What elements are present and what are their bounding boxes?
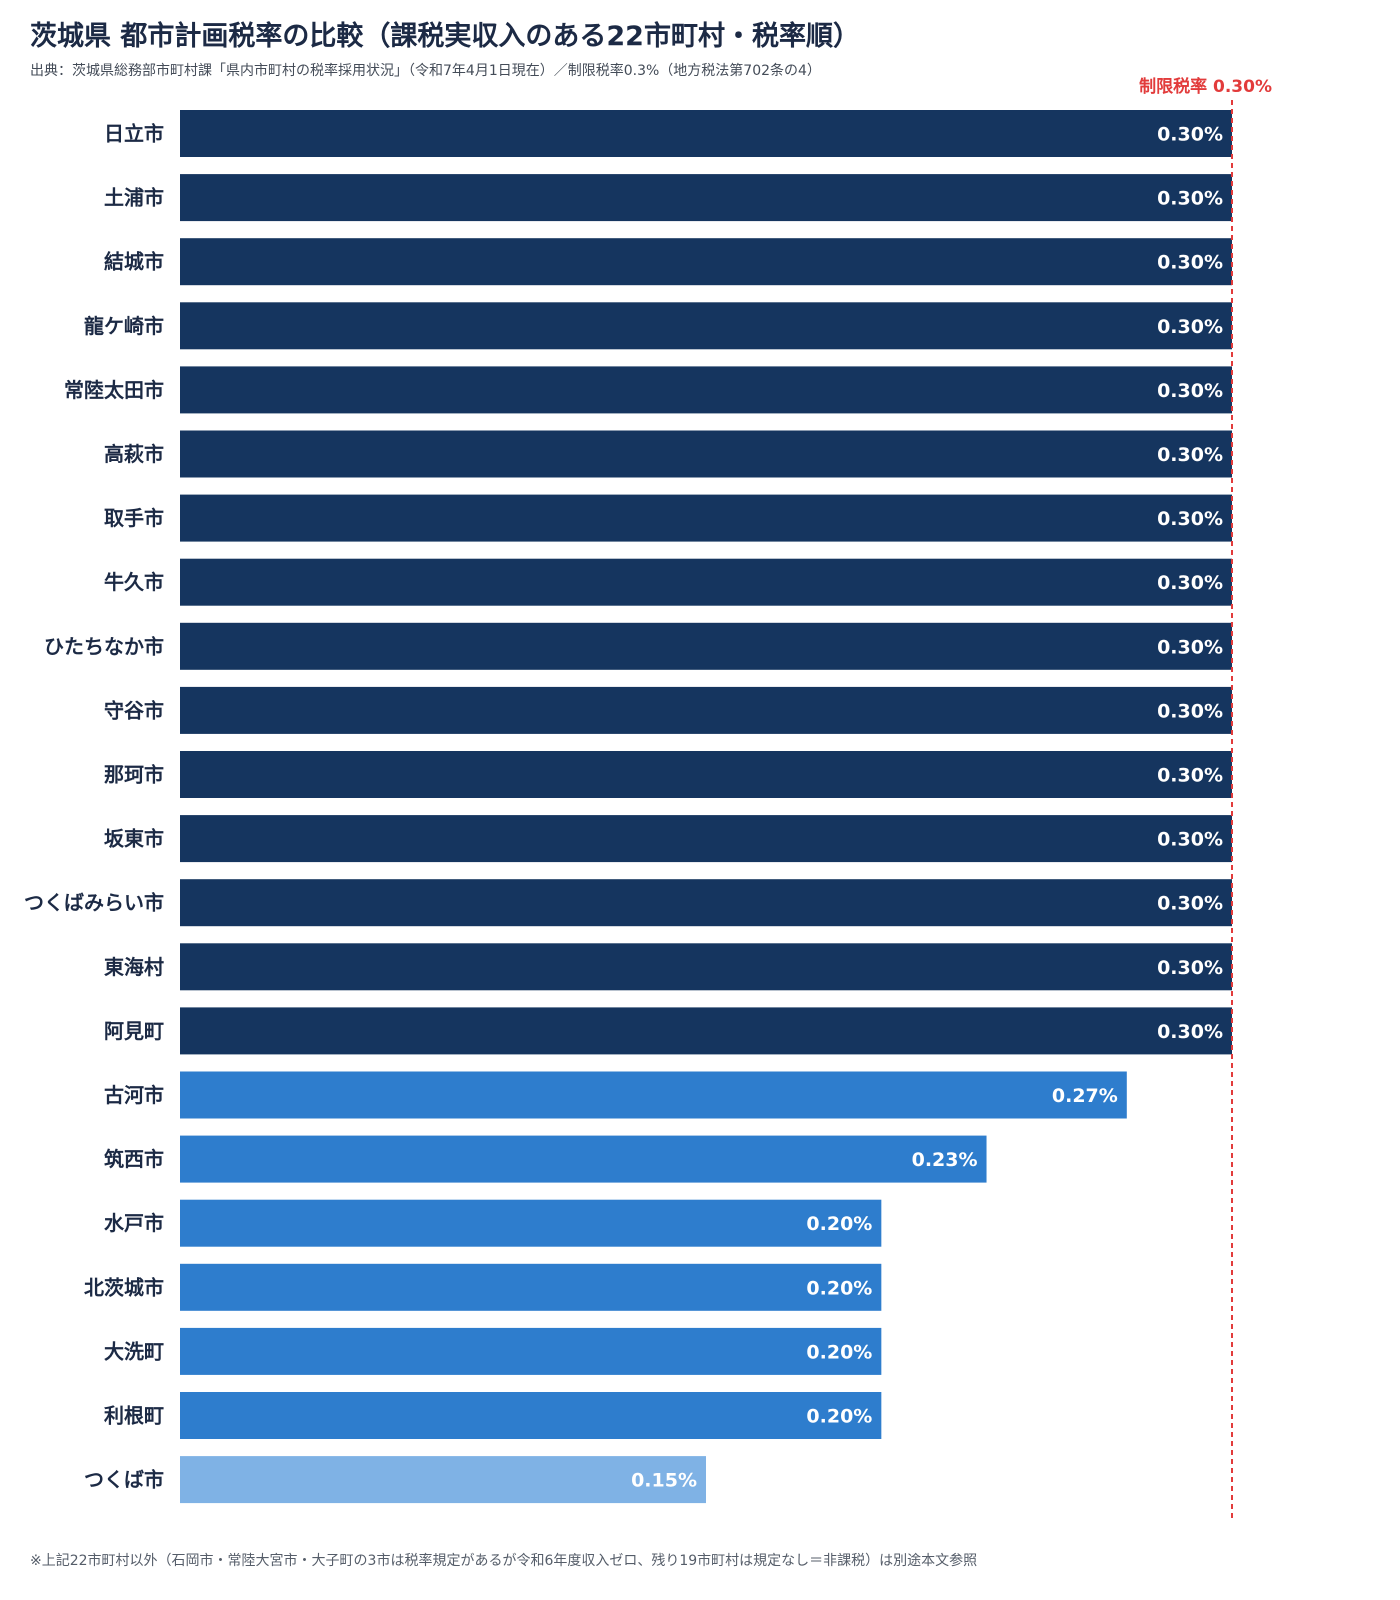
value-label: 0.30% <box>1157 700 1223 722</box>
value-label: 0.30% <box>1157 636 1223 658</box>
bar-chart: 日立市 0.30% 土浦市 0.30% 結城市 0.30% 龍ケ崎市 0.30% 常陸太田市 0.… <box>24 76 1272 1522</box>
value-label: 0.23% <box>912 1149 978 1171</box>
bar <box>180 1263 882 1311</box>
category-label: ひたちなか市 <box>44 634 164 658</box>
category-label: 高萩市 <box>104 442 164 466</box>
bar <box>180 1071 1127 1119</box>
value-label: 0.27% <box>1052 1085 1118 1107</box>
bar <box>180 366 1232 414</box>
bar <box>180 302 1232 350</box>
category-label: 那珂市 <box>104 763 164 787</box>
bar <box>180 1327 882 1375</box>
category-label: 龍ケ崎市 <box>84 314 164 338</box>
value-label: 0.30% <box>1157 572 1223 594</box>
value-label: 0.30% <box>1157 829 1223 851</box>
bar <box>180 1392 882 1439</box>
value-label: 0.30% <box>1157 124 1223 146</box>
category-label: 結城市 <box>104 250 164 274</box>
bar <box>180 430 1232 478</box>
bar <box>180 1199 882 1247</box>
bar <box>180 879 1232 927</box>
category-label: 坂東市 <box>104 827 164 851</box>
bar <box>180 558 1232 606</box>
category-label: つくば市 <box>84 1468 164 1492</box>
category-label: 水戸市 <box>104 1211 164 1235</box>
value-label: 0.30% <box>1157 444 1223 466</box>
value-label: 0.20% <box>806 1406 872 1428</box>
chart-subtitle: 出典：茨城県総務部市町村課「県内市町村の税率採用状況」（令和7年4月1日現在）／… <box>30 63 821 79</box>
value-label: 0.30% <box>1157 957 1223 979</box>
value-label: 0.30% <box>1157 380 1223 402</box>
bar <box>180 174 1232 222</box>
chart-title: 茨城県 都市計画税率の比較（課税実収入のある22市町村・税率順） <box>30 21 860 52</box>
bar <box>180 815 1232 863</box>
footnote: ※上記22市町村以外（石岡市・常陸大宮市・大子町の3市は税率規定があるが令和6年… <box>30 1553 978 1569</box>
value-label: 0.30% <box>1157 316 1223 338</box>
bar <box>180 1007 1232 1055</box>
limit-label: 制限税率 0.30% <box>1139 76 1272 97</box>
category-label: 利根町 <box>104 1404 164 1428</box>
bar <box>180 494 1232 542</box>
category-label: 常陸太田市 <box>64 378 164 402</box>
bar <box>180 1135 987 1183</box>
value-label: 0.20% <box>806 1341 872 1363</box>
value-label: 0.30% <box>1157 188 1223 210</box>
bar <box>180 943 1232 991</box>
category-label: 東海村 <box>104 955 164 979</box>
category-label: 大洗町 <box>104 1339 164 1363</box>
bar <box>180 751 1232 798</box>
category-label: 守谷市 <box>104 698 164 722</box>
bar <box>180 110 1232 157</box>
value-label: 0.30% <box>1157 893 1223 915</box>
value-label: 0.20% <box>806 1277 872 1299</box>
category-label: 日立市 <box>104 122 164 146</box>
category-label: 北茨城市 <box>84 1275 164 1299</box>
category-label: 牛久市 <box>104 570 164 594</box>
bar <box>180 622 1232 670</box>
category-label: つくばみらい市 <box>24 891 164 915</box>
category-label: 古河市 <box>104 1083 164 1107</box>
value-label: 0.30% <box>1157 508 1223 530</box>
bar <box>180 686 1232 734</box>
value-label: 0.30% <box>1157 1021 1223 1043</box>
category-label: 土浦市 <box>104 186 164 210</box>
category-label: 取手市 <box>104 506 164 530</box>
value-label: 0.15% <box>631 1470 697 1492</box>
value-label: 0.30% <box>1157 765 1223 787</box>
value-label: 0.30% <box>1157 252 1223 274</box>
value-label: 0.20% <box>806 1213 872 1235</box>
category-label: 阿見町 <box>104 1019 164 1043</box>
category-label: 筑西市 <box>104 1147 164 1171</box>
bar <box>180 1456 706 1504</box>
bar <box>180 238 1232 286</box>
